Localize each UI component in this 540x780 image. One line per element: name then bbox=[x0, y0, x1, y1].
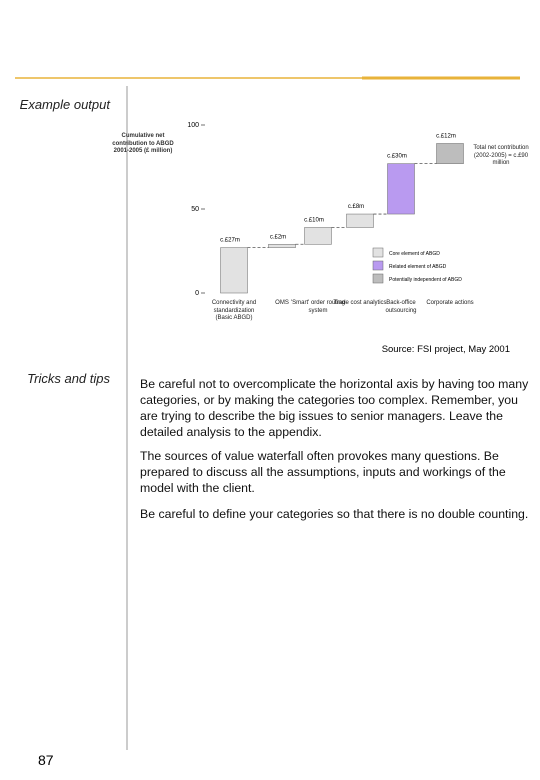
bar bbox=[387, 163, 415, 215]
value-label: c.£12m bbox=[436, 133, 456, 139]
legend-swatch bbox=[372, 260, 384, 271]
legend-label: Core element of ABGD bbox=[389, 251, 440, 257]
value-label: c.£10m bbox=[304, 217, 324, 223]
annotation: Total net contribution (2002-2005) = c.£… bbox=[473, 145, 529, 166]
legend-swatch bbox=[372, 247, 384, 258]
value-label: c.£8m bbox=[348, 204, 364, 210]
category-label: OMS bbox=[275, 300, 289, 306]
bar bbox=[268, 244, 296, 248]
tips-label: Tricks and tips bbox=[27, 371, 110, 386]
tip: Be careful to define your categories so … bbox=[140, 507, 529, 521]
bar bbox=[304, 227, 332, 245]
category-label: 'Smart' order routing system bbox=[291, 300, 345, 314]
bar bbox=[346, 213, 374, 228]
y-label: Cumulative net contribution to ABGD 2001… bbox=[112, 133, 174, 154]
legend-label: Potentially independent of ABGD bbox=[389, 277, 462, 283]
value-label: c.£27m bbox=[220, 238, 240, 244]
category-label: Corporate actions bbox=[426, 300, 474, 306]
category-label: Connectivity and standardization (Basic … bbox=[211, 300, 257, 321]
tip: The sources of value waterfall often pro… bbox=[140, 449, 506, 495]
bar bbox=[436, 143, 464, 164]
page-number: 87 bbox=[38, 752, 54, 768]
value-label: c.£2m bbox=[270, 234, 286, 240]
category-label: Back-office outsourcing bbox=[385, 300, 417, 314]
y-tick-label: 100 bbox=[187, 122, 199, 129]
tip: Be careful not to overcomplicate the hor… bbox=[140, 377, 529, 439]
example-label: Example output bbox=[19, 97, 110, 112]
legend-swatch bbox=[372, 273, 384, 284]
category-label: Trade cost analytics bbox=[333, 300, 387, 306]
bar bbox=[220, 247, 248, 294]
y-tick-label: 50 bbox=[191, 206, 199, 213]
legend-label: Related element of ABGD bbox=[389, 264, 447, 270]
source: Source: FSI project, May 2001 bbox=[381, 344, 510, 355]
y-tick-label: 0 bbox=[195, 290, 199, 297]
value-label: c.£30m bbox=[387, 154, 407, 160]
